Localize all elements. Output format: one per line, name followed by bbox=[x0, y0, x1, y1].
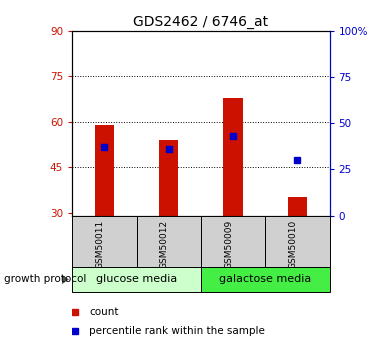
Title: GDS2462 / 6746_at: GDS2462 / 6746_at bbox=[133, 14, 268, 29]
Text: glucose media: glucose media bbox=[96, 275, 177, 284]
Text: GSM50010: GSM50010 bbox=[288, 220, 297, 269]
Text: GSM50012: GSM50012 bbox=[160, 220, 169, 269]
Bar bbox=[95, 125, 114, 216]
Bar bbox=[72, 267, 201, 292]
Bar bbox=[223, 98, 243, 216]
Bar bbox=[265, 216, 330, 267]
Text: galactose media: galactose media bbox=[219, 275, 311, 284]
Bar bbox=[72, 216, 136, 267]
Text: growth protocol: growth protocol bbox=[4, 275, 86, 284]
Bar bbox=[288, 197, 307, 216]
Text: count: count bbox=[89, 307, 119, 317]
Bar bbox=[159, 140, 178, 216]
Bar bbox=[136, 216, 201, 267]
Text: GSM50011: GSM50011 bbox=[95, 220, 105, 269]
Polygon shape bbox=[62, 275, 69, 284]
Text: percentile rank within the sample: percentile rank within the sample bbox=[89, 326, 265, 336]
Bar bbox=[201, 216, 265, 267]
Bar bbox=[201, 267, 330, 292]
Text: GSM50009: GSM50009 bbox=[224, 220, 233, 269]
